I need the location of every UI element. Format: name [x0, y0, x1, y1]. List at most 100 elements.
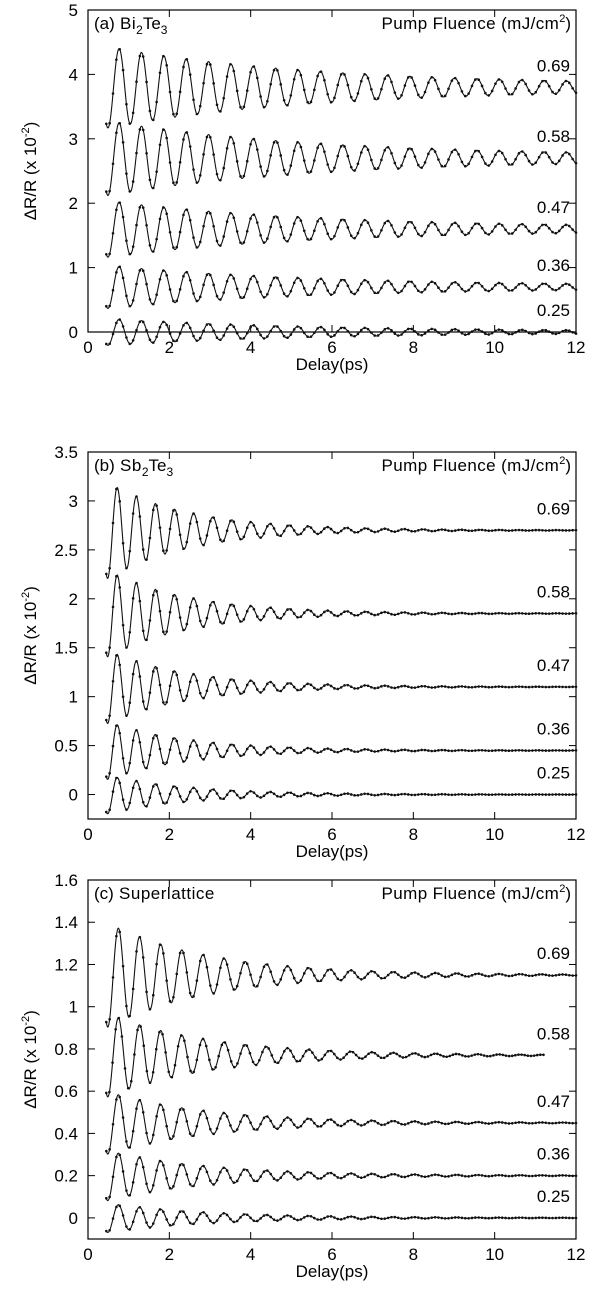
data-point — [507, 232, 511, 235]
data-point — [400, 684, 403, 688]
data-point — [547, 1174, 551, 1178]
data-point — [504, 793, 507, 796]
data-point — [521, 150, 524, 153]
data-point — [269, 745, 273, 748]
data-point — [135, 779, 138, 783]
data-point — [359, 151, 363, 154]
data-point — [406, 1122, 410, 1125]
data-point — [487, 749, 491, 753]
data-point — [270, 1054, 274, 1057]
data-point — [373, 291, 377, 295]
data-point — [249, 679, 252, 682]
data-point — [433, 612, 437, 616]
data-point — [423, 161, 427, 164]
data-point — [524, 612, 527, 615]
data-point — [125, 646, 128, 649]
data-point — [567, 329, 571, 333]
data-point — [396, 167, 400, 170]
data-point — [476, 1052, 480, 1056]
data-point — [158, 526, 162, 529]
data-point — [554, 973, 558, 977]
data-point — [411, 1052, 414, 1055]
data-point — [185, 1173, 189, 1176]
data-point — [477, 149, 481, 153]
data-point — [427, 529, 430, 532]
data-point — [567, 224, 571, 228]
data-point — [554, 288, 558, 292]
data-point — [309, 237, 313, 241]
data-point — [172, 509, 175, 512]
data-point — [484, 749, 487, 752]
y-axis-label: ΔR/R (x 10-2) — [20, 122, 40, 221]
legend-title-superscript: 2 — [559, 13, 565, 25]
data-point — [504, 87, 507, 90]
data-point — [356, 613, 360, 617]
data-point — [507, 289, 511, 292]
data-point — [131, 1129, 135, 1133]
data-point — [296, 68, 299, 72]
data-point — [145, 151, 148, 155]
data-point — [319, 277, 323, 281]
data-point — [386, 327, 390, 330]
series-points-0.36 — [105, 1153, 578, 1200]
data-point — [393, 686, 397, 690]
data-point — [407, 1054, 411, 1057]
data-point — [363, 1217, 366, 1220]
data-point — [477, 528, 481, 532]
data-point — [534, 230, 538, 234]
data-point — [185, 797, 189, 801]
data-point — [514, 157, 517, 161]
data-point — [529, 1054, 533, 1058]
data-point — [255, 1179, 259, 1183]
data-point — [437, 1120, 440, 1124]
data-point — [178, 161, 182, 164]
data-point — [202, 1164, 205, 1168]
data-point — [316, 751, 319, 754]
data-point — [467, 975, 470, 978]
data-point — [299, 532, 303, 536]
data-point — [356, 975, 360, 979]
data-point — [544, 282, 548, 286]
data-point — [437, 528, 440, 532]
data-point — [215, 526, 219, 530]
data-point — [121, 1116, 125, 1119]
data-point — [252, 983, 256, 987]
data-point — [400, 333, 403, 336]
data-point — [155, 504, 158, 507]
data-point — [125, 102, 128, 106]
data-point — [145, 804, 148, 808]
y-tick-label: 3.5 — [54, 443, 78, 462]
data-point — [400, 748, 403, 752]
y-tick-label: 1 — [69, 688, 78, 707]
data-point — [313, 530, 316, 533]
data-point — [567, 973, 571, 977]
data-point — [380, 228, 383, 232]
data-point — [497, 793, 501, 796]
x-tick-label: 2 — [165, 1245, 174, 1264]
data-point — [162, 701, 165, 704]
data-point — [333, 613, 336, 617]
data-point — [326, 1049, 330, 1053]
data-point — [225, 529, 229, 532]
data-point — [430, 75, 434, 79]
data-point — [396, 97, 400, 100]
data-point — [531, 793, 534, 796]
data-point — [115, 487, 118, 491]
data-point — [413, 284, 417, 288]
data-point — [470, 330, 474, 333]
data-point — [386, 219, 390, 223]
data-point — [111, 1217, 115, 1220]
data-point — [504, 749, 507, 752]
data-point — [232, 277, 236, 280]
data-point — [443, 611, 447, 615]
data-point — [500, 973, 504, 976]
data-point — [323, 150, 326, 153]
data-point — [222, 235, 226, 238]
data-point — [494, 612, 497, 615]
data-point — [494, 685, 497, 689]
data-point — [225, 279, 229, 283]
data-point — [245, 287, 249, 290]
data-point — [433, 1120, 437, 1123]
data-point — [497, 528, 501, 532]
data-point — [276, 688, 279, 692]
